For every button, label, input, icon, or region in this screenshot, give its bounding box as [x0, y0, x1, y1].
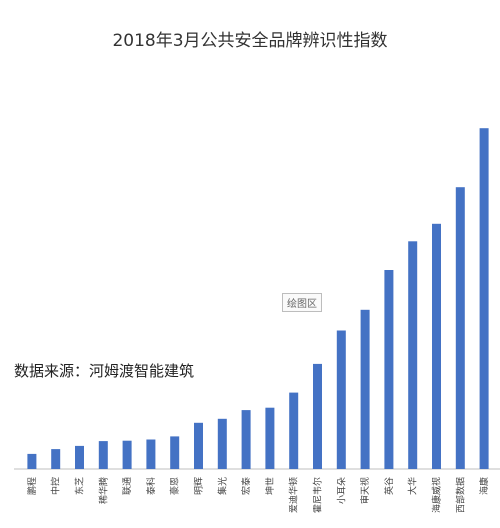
chart-title: 2018年3月公共安全品牌辨识性指数 [112, 31, 388, 51]
x-tick-label: 泰科 [145, 477, 157, 495]
bar-英谷 [384, 270, 394, 469]
bar-稀华腾 [98, 441, 108, 469]
bar-海康威视 [432, 223, 441, 469]
bar-海康 [479, 128, 489, 469]
bar-霍尼韦尔 [313, 363, 322, 469]
x-tick-label: 英谷 [383, 477, 395, 495]
bar-东芝 [75, 445, 84, 469]
x-tick-label: 西部数据 [454, 477, 466, 513]
x-tick-label: 中控 [50, 477, 62, 495]
bar-爱迪华顿 [289, 392, 299, 469]
x-tick-label: 鹏程 [26, 477, 38, 495]
x-tick-label: 小耳朵 [336, 477, 347, 504]
bar-西部数据 [455, 187, 465, 469]
bar-明辉 [194, 422, 203, 469]
bar-豪恩 [170, 436, 180, 469]
x-tick-label: 东芝 [74, 477, 86, 495]
x-tick-label: 宏泰 [240, 477, 252, 495]
plot-area-label: 绘图区 [282, 293, 322, 312]
bar-审天视 [360, 309, 370, 469]
bar-集光 [217, 418, 227, 469]
x-tick-label: 联通 [122, 477, 133, 495]
x-tick-label: 爱迪华顿 [288, 477, 300, 513]
bar-泰科 [146, 439, 156, 469]
x-tick-label: 集光 [216, 477, 228, 495]
bar-中控 [51, 449, 61, 469]
bar-坤世 [265, 407, 275, 469]
bar-小耳朵 [336, 330, 346, 469]
x-tick-label: 明辉 [194, 477, 205, 495]
x-tick-label: 坤世 [264, 477, 276, 495]
x-tick-label: 审天视 [359, 477, 371, 504]
bar-鹏程 [27, 453, 37, 469]
source-note: 数据来源：河姆渡智能建筑 [14, 362, 195, 380]
bar-宏泰 [241, 410, 251, 469]
x-tick-label: 豪恩 [169, 477, 181, 495]
bar-大华 [408, 241, 418, 469]
bar-联通 [122, 440, 132, 469]
x-tick-label: 海康威视 [431, 477, 443, 513]
x-tick-label: 大华 [407, 477, 419, 495]
x-tick-label: 稀华腾 [97, 477, 109, 504]
x-tick-label: 海康 [478, 477, 490, 495]
x-tick-label: 霍尼韦尔 [312, 477, 324, 513]
